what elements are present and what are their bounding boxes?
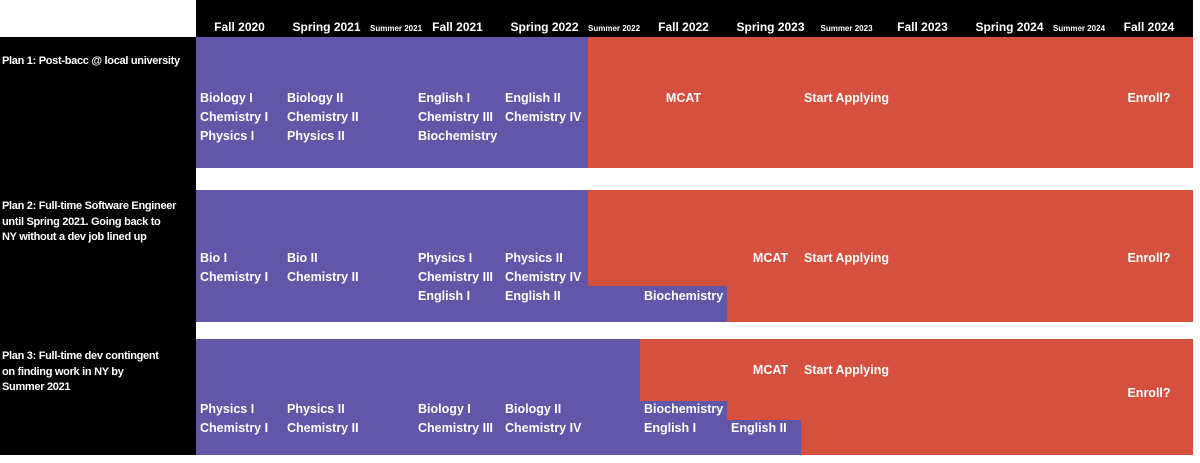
course-label: Biology II xyxy=(287,91,344,105)
course-label: Chemistry II xyxy=(287,270,359,284)
course-label: English I xyxy=(418,289,471,303)
course-label: Biochemistry xyxy=(644,289,724,303)
semester-header-spring-2021: Spring 2021 xyxy=(292,20,361,34)
milestone-start-applying: Start Applying xyxy=(804,91,889,105)
milestone-enroll: Enroll? xyxy=(1127,251,1171,265)
semester-header-summer-2024: Summer 2024 xyxy=(1053,24,1106,33)
plan-3-label: Plan 3: Full-time dev contingent on find… xyxy=(2,349,196,396)
semester-header-fall-2021: Fall 2021 xyxy=(432,20,483,34)
semester-header-summer-2023: Summer 2023 xyxy=(820,24,873,33)
course-label: Bio II xyxy=(287,251,318,265)
course-label: Biology II xyxy=(505,402,562,416)
course-label: Physics I xyxy=(418,251,473,265)
semester-header-spring-2024: Spring 2024 xyxy=(975,20,1044,34)
course-label: Chemistry III xyxy=(418,270,494,284)
plan-1-label: Plan 1: Post-bacc @ local university xyxy=(2,54,196,70)
semester-header-spring-2023: Spring 2023 xyxy=(736,20,805,34)
semester-header-fall-2020: Fall 2020 xyxy=(214,20,265,34)
course-label: Chemistry I xyxy=(200,110,269,124)
course-label: Biology I xyxy=(200,91,253,105)
plan-3-label-line: Plan 3: Full-time dev contingent xyxy=(2,350,159,362)
milestone-mcat: MCAT xyxy=(752,363,789,377)
course-label: Biochemistry xyxy=(418,129,498,143)
plan3-application-block-low xyxy=(801,420,1193,455)
course-label: Chemistry IV xyxy=(505,110,582,124)
plan-2-label-line: Plan 2: Full-time Software Engineer xyxy=(2,200,177,212)
course-label: Physics I xyxy=(200,402,255,416)
course-label: Chemistry II xyxy=(287,110,359,124)
course-label: English II xyxy=(505,289,561,303)
plan1-coursework-block xyxy=(196,37,588,168)
semester-header-fall-2023: Fall 2023 xyxy=(897,20,948,34)
course-label: English I xyxy=(418,91,471,105)
plan2-application-block-lower xyxy=(727,286,1193,322)
course-label: Chemistry III xyxy=(418,110,494,124)
course-label: English I xyxy=(644,421,697,435)
semester-header-summer-2021: Summer 2021 xyxy=(370,24,423,33)
semester-header-spring-2022: Spring 2022 xyxy=(510,20,579,34)
course-label: Physics II xyxy=(287,129,345,143)
course-label: English II xyxy=(731,421,787,435)
course-label: Chemistry I xyxy=(200,421,269,435)
course-label: English II xyxy=(505,91,561,105)
semester-header-bar: Fall 2020 Spring 2021 Summer 2021 Fall 2… xyxy=(196,0,1193,37)
semester-header-fall-2024: Fall 2024 xyxy=(1123,20,1175,34)
course-label: Biology I xyxy=(418,402,471,416)
course-label: Biochemistry xyxy=(644,402,724,416)
plan3-application-block-mid xyxy=(727,401,1193,420)
plan-labels-column: Plan 1: Post-bacc @ local university Pla… xyxy=(0,37,196,455)
plan-3-label-line: on finding work in NY by xyxy=(2,365,124,378)
course-label: Chemistry I xyxy=(200,270,269,284)
plan3-application-block xyxy=(640,339,1193,401)
course-label: Chemistry IV xyxy=(505,270,582,284)
plan-1-label-line: Plan 1: Post-bacc @ local university xyxy=(2,55,180,67)
semester-header-fall-2022: Fall 2022 xyxy=(658,20,709,34)
plan-3-label-line: Summer 2021 xyxy=(2,381,71,393)
course-label: Chemistry II xyxy=(287,421,359,435)
milestone-mcat: MCAT xyxy=(665,91,702,105)
course-label: Physics II xyxy=(287,402,345,416)
milestone-start-applying: Start Applying xyxy=(804,251,889,265)
milestone-enroll: Enroll? xyxy=(1127,91,1171,105)
semester-header-summer-2022: Summer 2022 xyxy=(588,24,641,33)
milestone-mcat: MCAT xyxy=(752,251,789,265)
plan1-application-block xyxy=(588,37,1193,168)
course-label: Physics II xyxy=(505,251,563,265)
milestone-start-applying: Start Applying xyxy=(804,363,889,377)
plan-2-label-line: until Spring 2021. Going back to xyxy=(2,215,161,228)
plan-2-label-line: NY without a dev job lined up xyxy=(2,231,147,243)
course-label: Chemistry III xyxy=(418,421,494,435)
course-label: Bio I xyxy=(200,251,228,265)
plan2-application-block xyxy=(588,190,1193,286)
plan-2-label: Plan 2: Full-time Software Engineer unti… xyxy=(2,199,196,246)
course-label: Physics I xyxy=(200,129,255,143)
course-label: Chemistry IV xyxy=(505,421,582,435)
milestone-enroll: Enroll? xyxy=(1127,386,1171,400)
